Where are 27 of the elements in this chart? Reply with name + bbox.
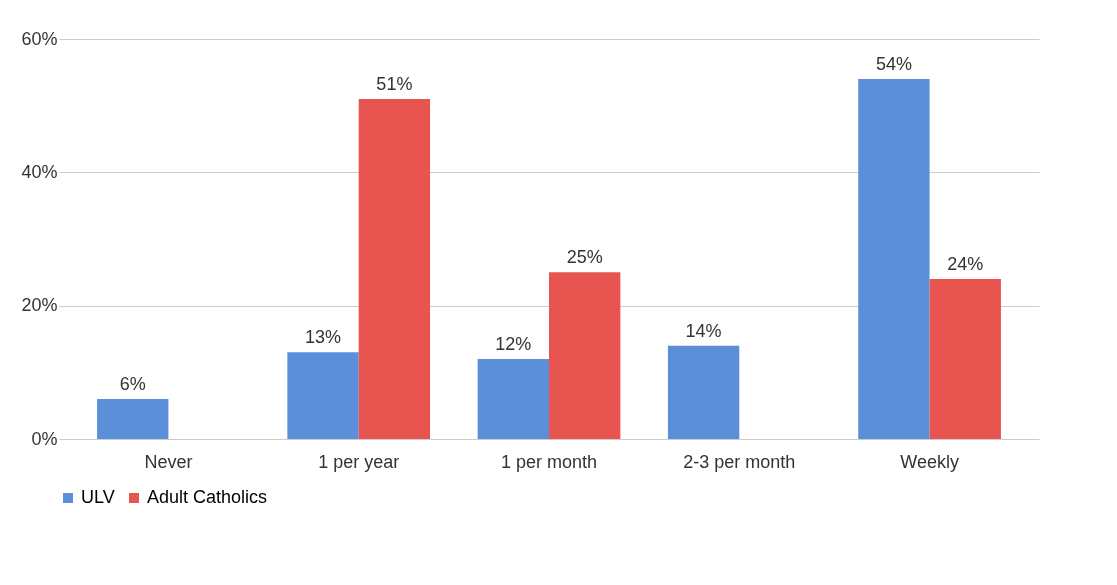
data-label: 51% bbox=[376, 74, 413, 94]
data-label: 12% bbox=[495, 334, 532, 354]
data-label: 54% bbox=[875, 54, 912, 74]
x-tick-label: Never bbox=[144, 451, 193, 472]
data-label: 6% bbox=[119, 374, 146, 394]
bar bbox=[549, 272, 621, 439]
y-tick-label: 20% bbox=[21, 295, 58, 316]
bar bbox=[358, 99, 431, 439]
bar bbox=[97, 399, 169, 439]
legend-label: ULV bbox=[81, 487, 115, 507]
bar bbox=[477, 359, 549, 439]
data-label: 14% bbox=[685, 320, 722, 341]
y-tick-label: 0% bbox=[31, 428, 58, 449]
bar bbox=[287, 352, 359, 439]
y-tick-label: 60% bbox=[21, 28, 58, 49]
x-tick-label: Weekly bbox=[900, 451, 959, 472]
legend-label: Adult Catholics bbox=[147, 487, 268, 507]
data-label: 24% bbox=[947, 254, 984, 274]
x-tick-label: 1 per year bbox=[318, 451, 400, 472]
data-label: 25% bbox=[566, 247, 603, 268]
bar bbox=[667, 345, 740, 439]
bar bbox=[929, 279, 1001, 439]
bar bbox=[858, 79, 930, 439]
data-label: 13% bbox=[305, 327, 342, 348]
x-tick-label: 1 per month bbox=[500, 451, 598, 472]
y-tick-label: 40% bbox=[21, 161, 58, 182]
x-tick-label: 2-3 per month bbox=[683, 451, 796, 472]
